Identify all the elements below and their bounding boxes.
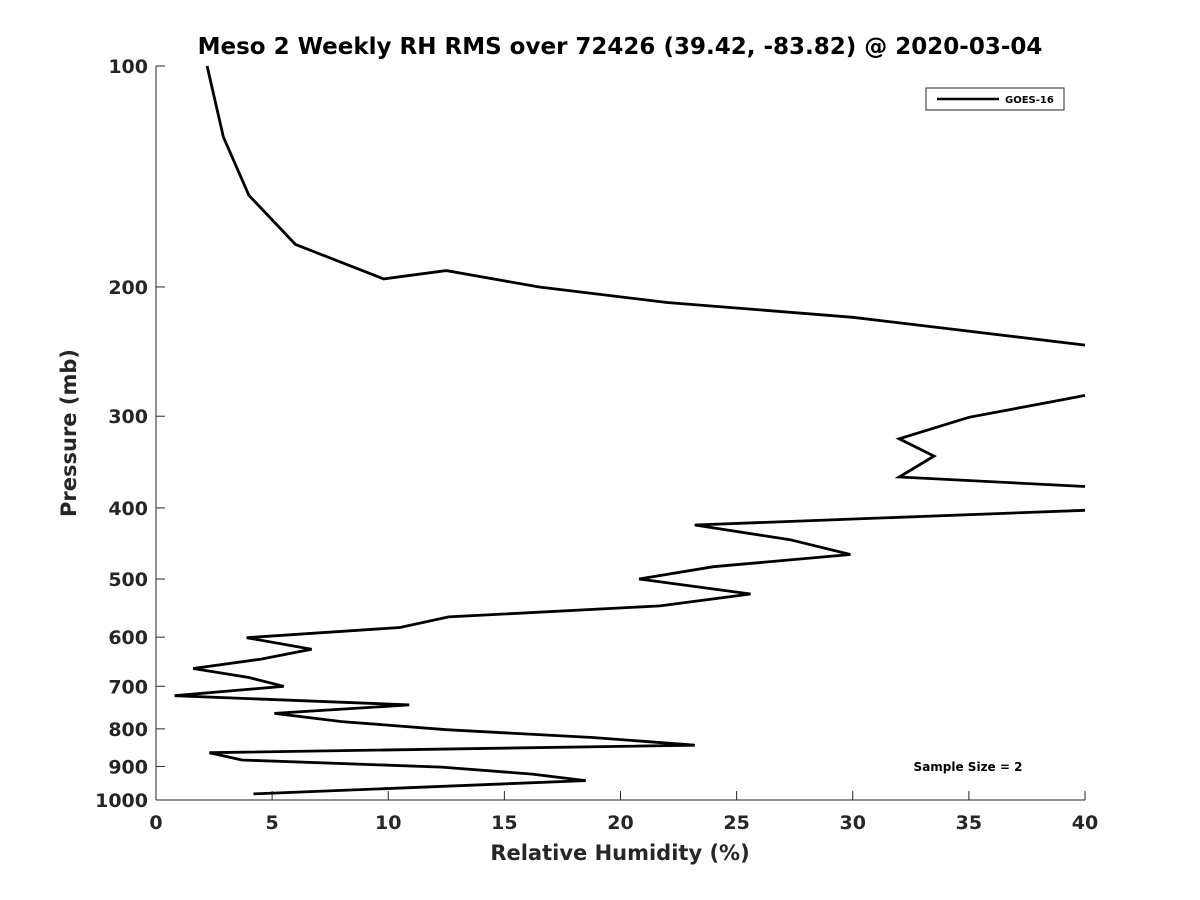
y-tick-label-300: 300 xyxy=(108,406,148,428)
y-tick-label-800: 800 xyxy=(108,719,148,741)
x-tick-label-15: 15 xyxy=(491,812,517,834)
x-tick-label-30: 30 xyxy=(840,812,866,834)
sample-size-annotation: Sample Size = 2 xyxy=(914,760,1023,774)
legend: GOES-16 xyxy=(925,87,1065,111)
x-axis-label: Relative Humidity (%) xyxy=(490,841,749,865)
x-tick-label-40: 40 xyxy=(1072,812,1098,834)
plot-area xyxy=(156,66,1085,800)
x-tick-label-5: 5 xyxy=(266,812,279,834)
y-tick-label-400: 400 xyxy=(108,498,148,520)
chart-title: Meso 2 Weekly RH RMS over 72426 (39.42, … xyxy=(198,34,1043,60)
y-tick-label-600: 600 xyxy=(108,627,148,649)
series-line-goes-16 xyxy=(174,65,1086,796)
y-tick-label-1000: 1000 xyxy=(95,790,148,812)
y-tick-label-200: 200 xyxy=(108,277,148,299)
y-axis-ticks: 100 200 300 400 500 600 700 800 900 1000 xyxy=(95,56,165,812)
legend-label-goes-16: GOES-16 xyxy=(1005,95,1054,106)
series-group xyxy=(174,65,1086,796)
x-tick-label-0: 0 xyxy=(149,812,162,834)
y-tick-label-700: 700 xyxy=(108,676,148,698)
x-tick-label-25: 25 xyxy=(723,812,749,834)
y-tick-label-100: 100 xyxy=(108,56,148,78)
x-axis-ticks: 0 5 10 15 20 25 30 35 40 xyxy=(149,791,1098,834)
y-axis-label: Pressure (mb) xyxy=(57,349,81,517)
x-tick-label-20: 20 xyxy=(607,812,633,834)
y-tick-label-900: 900 xyxy=(108,756,148,778)
x-tick-label-10: 10 xyxy=(375,812,401,834)
y-tick-label-500: 500 xyxy=(108,569,148,591)
x-tick-label-35: 35 xyxy=(956,812,982,834)
